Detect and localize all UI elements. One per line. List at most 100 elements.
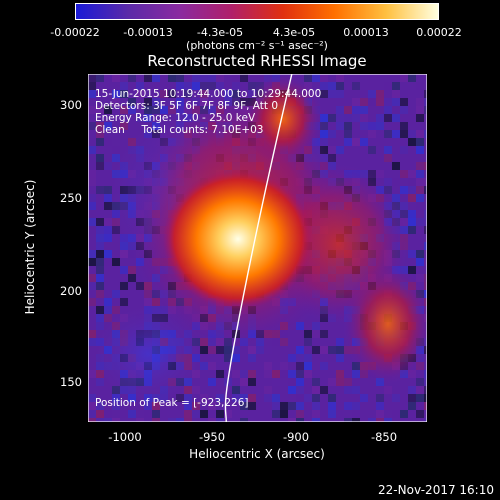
image-pixel	[408, 394, 416, 402]
image-pixel	[400, 410, 408, 418]
image-pixel	[152, 402, 160, 410]
image-pixel	[104, 410, 112, 418]
image-pixel	[96, 306, 104, 314]
image-pixel	[144, 74, 152, 82]
image-pixel	[288, 418, 296, 422]
image-pixel	[88, 250, 96, 258]
image-pixel	[264, 346, 272, 354]
image-pixel	[96, 322, 104, 330]
image-pixel	[416, 82, 424, 90]
image-pixel	[352, 402, 360, 410]
image-pixel	[88, 122, 96, 130]
image-pixel	[416, 130, 424, 138]
image-pixel	[400, 146, 408, 154]
image-pixel	[200, 394, 208, 402]
image-pixel	[112, 146, 120, 154]
image-pixel	[88, 418, 96, 422]
image-pixel	[104, 202, 112, 210]
image-pixel	[360, 394, 368, 402]
image-pixel	[328, 82, 336, 90]
image-pixel	[424, 386, 427, 394]
image-pixel	[192, 74, 200, 82]
image-pixel	[120, 298, 128, 306]
image-pixel	[424, 402, 427, 410]
image-pixel	[176, 394, 184, 402]
image-pixel	[120, 106, 128, 114]
image-pixel	[344, 130, 352, 138]
image-pixel	[232, 74, 240, 82]
image-pixel	[200, 362, 208, 370]
image-pixel	[336, 114, 344, 122]
image-pixel	[352, 106, 360, 114]
clean-total-counts: Clean Total counts: 7.10E+03	[95, 124, 264, 136]
image-pixel	[368, 378, 376, 386]
image-pixel	[128, 266, 136, 274]
image-pixel	[272, 378, 280, 386]
image-pixel	[88, 370, 96, 378]
image-pixel	[104, 314, 112, 322]
image-pixel	[160, 98, 168, 106]
image-pixel	[184, 90, 192, 98]
image-pixel	[416, 146, 424, 154]
image-pixel	[88, 402, 96, 410]
image-pixel	[168, 418, 176, 422]
image-pixel	[96, 106, 104, 114]
image-pixel	[376, 410, 384, 418]
image-pixel	[136, 90, 144, 98]
image-pixel	[160, 90, 168, 98]
image-pixel	[96, 242, 104, 250]
image-pixel	[112, 306, 120, 314]
image-pixel	[424, 114, 427, 122]
image-pixel	[224, 346, 232, 354]
image-pixel	[288, 378, 296, 386]
image-pixel	[248, 82, 256, 90]
image-pixel	[392, 146, 400, 154]
image-pixel	[416, 162, 424, 170]
image-pixel	[176, 98, 184, 106]
image-pixel	[200, 82, 208, 90]
image-pixel	[416, 418, 424, 422]
image-pixel	[424, 378, 427, 386]
image-pixel	[328, 146, 336, 154]
image-pixel	[176, 90, 184, 98]
image-pixel	[320, 386, 328, 394]
image-pixel	[88, 74, 96, 82]
image-pixel	[320, 130, 328, 138]
image-pixel	[112, 98, 120, 106]
image-pixel	[416, 114, 424, 122]
image-pixel	[352, 138, 360, 146]
image-pixel	[264, 370, 272, 378]
image-pixel	[96, 138, 104, 146]
image-pixel	[208, 82, 216, 90]
colorbar-units: (photons cm⁻² s⁻¹ asec⁻²)	[186, 39, 328, 52]
image-pixel	[424, 210, 427, 218]
image-pixel	[416, 274, 424, 282]
image-pixel	[96, 218, 104, 226]
image-pixel	[392, 394, 400, 402]
detectors: Detectors: 3F 5F 6F 7F 8F 9F, Att 0	[95, 100, 279, 112]
image-pixel	[112, 418, 120, 422]
image-pixel	[376, 82, 384, 90]
image-pixel	[336, 90, 344, 98]
image-pixel	[96, 258, 104, 266]
image-pixel	[208, 402, 216, 410]
image-pixel	[200, 74, 208, 82]
image-pixel	[232, 394, 240, 402]
image-pixel	[384, 130, 392, 138]
image-pixel	[88, 258, 96, 266]
image-pixel	[368, 418, 376, 422]
image-pixel	[192, 402, 200, 410]
image-pixel	[184, 98, 192, 106]
image-pixel	[296, 354, 304, 362]
image-pixel	[416, 186, 424, 194]
image-pixel	[384, 178, 392, 186]
image-pixel	[104, 138, 112, 146]
image-pixel	[96, 122, 104, 130]
image-pixel	[88, 170, 96, 178]
image-pixel	[128, 98, 136, 106]
image-pixel	[416, 402, 424, 410]
image-pixel	[176, 82, 184, 90]
image-pixel	[152, 410, 160, 418]
image-pixel	[176, 418, 184, 422]
image-pixel	[96, 378, 104, 386]
